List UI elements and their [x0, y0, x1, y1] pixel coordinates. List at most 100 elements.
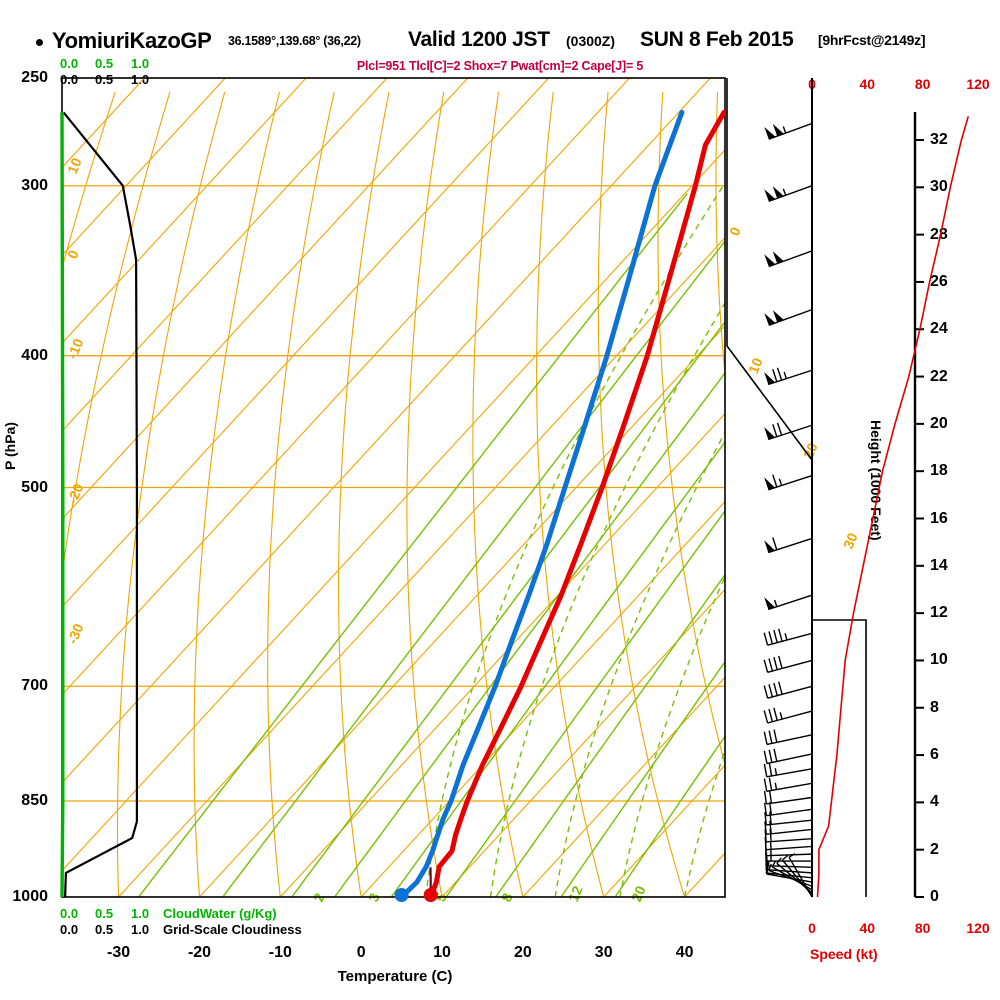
wind-barb-shaft: [768, 122, 813, 140]
cloudiness-top-tick-1: 0.5: [95, 72, 114, 87]
cloudiness-bottom-tick-0: 0.0: [60, 922, 79, 937]
wind-barb-full: [763, 750, 768, 764]
wind-barb-shaft: [765, 865, 813, 869]
wind-barb-pennant: [764, 540, 775, 553]
wind-barb-full: [768, 708, 774, 722]
pressure-tick-250: 250: [21, 69, 48, 86]
wind-barb-full: [773, 729, 778, 743]
wind-barb-pennant: [764, 372, 775, 385]
wind-barb-full: [763, 763, 768, 777]
station-coordinates: 36.1589°,139.68° (36,22): [228, 34, 361, 48]
speed-axis-title: Speed (kt): [810, 946, 878, 962]
wind-barb-half: [769, 842, 772, 850]
stability-indices: Plcl=951 Tlcl[C]=2 Shox=7 Pwat[cm]=2 Cap…: [356, 59, 644, 73]
cloudwater-top-tick-0: 0.0: [60, 56, 79, 71]
dry-adiabat--60: [0, 92, 60, 897]
wind-barb-pennant: [764, 189, 776, 202]
moist-adiabat-32: [619, 575, 725, 897]
wind-barb-shaft: [768, 594, 813, 611]
mixing-ratio-30: [614, 734, 725, 897]
wind-barb-shaft: [766, 869, 813, 874]
wind-barb-shaft: [766, 734, 813, 746]
mixing-ratio-5: [390, 440, 725, 897]
wind-barb-full: [763, 710, 769, 724]
cloudwater-top-tick-1: 0.5: [95, 56, 114, 71]
height-tick-label-12: 12: [930, 604, 948, 622]
temperature-tick-40: 40: [675, 944, 694, 961]
isotherm-60: [846, 78, 1000, 897]
cloudiness-top-tick-0: 0.0: [60, 72, 79, 87]
wind-barb-pennant: [772, 310, 784, 323]
isotherm--20: [199, 324, 725, 897]
wind-barb-full: [768, 802, 773, 816]
wind-barb-shaft: [768, 537, 813, 554]
dry-adiabat-90: [882, 92, 1000, 897]
wind-barb-full: [763, 790, 768, 804]
wind-barb-full: [773, 629, 778, 643]
wind-barb-full: [778, 655, 783, 669]
wind-barb-shaft: [768, 474, 813, 491]
wind-barb-full: [778, 681, 783, 695]
wind-barb-full: [765, 859, 769, 874]
dry-adiabat-100: [937, 92, 1000, 897]
wind-barb-shaft: [768, 308, 813, 326]
wind-barb-full: [763, 731, 768, 745]
wind-barb-half: [782, 126, 787, 134]
moist-adiabat-16: [489, 301, 725, 897]
pressure-tick-700: 700: [21, 677, 48, 695]
temperature-endpoint: [423, 888, 438, 902]
moist-adiabat-24: [554, 430, 725, 897]
wind-barb-shaft: [767, 710, 813, 724]
station-name: YomiuriKazoGP: [52, 28, 212, 53]
cloudwater-bottom-tick-1: 0.5: [95, 906, 114, 921]
wind-barb-half: [776, 857, 782, 864]
wind-barb-pennant: [772, 186, 784, 199]
dry-adiabat--30: [116, 91, 226, 897]
temperature-tick--30: -30: [107, 944, 131, 961]
height-tick-label-18: 18: [930, 462, 948, 480]
isotherm--70: [62, 78, 550, 608]
dry-adiabat--40: [62, 91, 171, 579]
wind-barb-full: [773, 682, 778, 696]
wind-barb-half: [774, 782, 778, 790]
cloudiness-bottom-tick-1: 0.5: [95, 922, 114, 937]
wind-barb-pennant: [772, 123, 784, 137]
cloudwater-trace: [60, 112, 65, 898]
wind-barb-half: [784, 633, 788, 641]
isotherm--10: [279, 412, 725, 897]
cloudwater-bottom-tick-0: 0.0: [60, 906, 79, 921]
wind-barb-shaft: [767, 632, 813, 646]
wind-barb-half: [783, 371, 787, 379]
mixing-ratio-0.4: [138, 193, 688, 897]
isotherm--60: [62, 78, 630, 696]
wind-barb-full: [778, 628, 783, 642]
cloudwater-top-tick-2: 1.0: [131, 56, 150, 71]
wind-barb-full: [772, 474, 778, 488]
wind-barb-shaft: [768, 250, 813, 268]
moist-adiabat-8: [425, 185, 724, 897]
wind-barb-half: [773, 599, 778, 607]
pressure-tick-1000: 1000: [12, 888, 48, 905]
wind-barb-full: [776, 367, 783, 381]
height-tick-label-14: 14: [930, 556, 948, 574]
wind-barb-full: [776, 422, 783, 436]
wind-barb-full: [769, 828, 772, 842]
wind-speed-height-trace: [816, 116, 970, 898]
wind-barb-shaft: [766, 796, 813, 805]
wind-barb-half: [788, 853, 796, 858]
pressure-tick-500: 500: [21, 478, 48, 496]
wind-barb-pennant: [764, 427, 775, 440]
dry-adiabat-0: [338, 91, 390, 897]
dewpoint-trace: [399, 109, 685, 900]
speed-tick-bottom-80: 80: [914, 920, 931, 936]
temperature-tick--20: -20: [187, 944, 212, 961]
height-tick-label-24: 24: [930, 320, 948, 338]
wind-barb-full: [768, 730, 773, 744]
mixing-ratio-2: [291, 320, 725, 897]
temperature-tick-20: 20: [513, 944, 532, 961]
mixing-ratio-3: [334, 371, 725, 897]
wind-barb-shaft: [766, 782, 813, 792]
wind-barb-pennant: [764, 597, 775, 610]
